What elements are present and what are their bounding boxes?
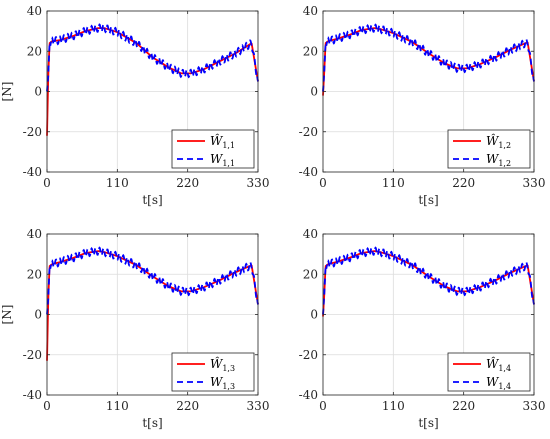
y-tick-label: 20 bbox=[27, 267, 42, 281]
x-axis-label: t[s] bbox=[142, 416, 162, 430]
x-axis-label: t[s] bbox=[418, 193, 438, 207]
legend-label: W1,2 bbox=[486, 152, 511, 168]
x-axis-label: t[s] bbox=[142, 193, 162, 207]
y-tick-label: 40 bbox=[27, 4, 42, 18]
y-tick-label: -40 bbox=[23, 388, 42, 402]
legend-box bbox=[447, 129, 531, 169]
legend: Ŵ1,3 W1,3 bbox=[171, 352, 255, 392]
y-tick-label: -20 bbox=[299, 348, 318, 362]
y-tick-label: 20 bbox=[303, 44, 318, 58]
legend-label: W1,4 bbox=[486, 375, 511, 391]
series-line-reference bbox=[322, 23, 535, 92]
y-tick-label: 0 bbox=[310, 308, 318, 322]
legend: Ŵ1,1 W1,1 bbox=[171, 129, 255, 169]
y-tick-label: -40 bbox=[299, 165, 318, 179]
legend-box bbox=[447, 352, 531, 392]
y-tick-label: 40 bbox=[303, 227, 318, 241]
y-tick-label: 40 bbox=[27, 227, 42, 241]
legend-label: Ŵ1,1 bbox=[210, 133, 235, 150]
legend-label: W1,1 bbox=[210, 152, 235, 168]
legend-box bbox=[171, 352, 255, 392]
subplot-1: 0 110 220 330 -40 -20 0 20 40 t[s] [N] Ŵ1,1 W1,1 bbox=[0, 4, 269, 207]
y-tick-label: 0 bbox=[310, 85, 318, 99]
series-line-reference bbox=[46, 23, 259, 92]
subplot-4: 0 110 220 330 -40 -20 0 20 40 t[s] Ŵ1,4 W1,4 bbox=[299, 227, 546, 430]
x-tick-label: 220 bbox=[452, 399, 475, 413]
y-tick-label: 20 bbox=[303, 267, 318, 281]
y-tick-label: -20 bbox=[23, 348, 42, 362]
x-tick-label: 220 bbox=[176, 399, 199, 413]
y-axis-label: [N] bbox=[0, 82, 14, 102]
x-tick-label: 110 bbox=[382, 176, 405, 190]
legend: Ŵ1,4 W1,4 bbox=[447, 352, 531, 392]
x-tick-label: 220 bbox=[452, 176, 475, 190]
legend-label: Ŵ1,3 bbox=[210, 356, 235, 373]
y-axis-label: [N] bbox=[0, 305, 14, 325]
x-tick-label: 330 bbox=[523, 176, 546, 190]
x-tick-label: 110 bbox=[106, 176, 129, 190]
series-line-reference bbox=[46, 246, 259, 315]
x-axis-label: t[s] bbox=[418, 416, 438, 430]
x-tick-label: 330 bbox=[247, 176, 270, 190]
x-tick-label: 0 bbox=[43, 176, 51, 190]
y-tick-label: -20 bbox=[23, 125, 42, 139]
legend-box bbox=[171, 129, 255, 169]
x-tick-label: 110 bbox=[106, 399, 129, 413]
y-tick-label: -40 bbox=[23, 165, 42, 179]
x-tick-label: 0 bbox=[319, 176, 327, 190]
y-tick-label: 20 bbox=[27, 44, 42, 58]
y-tick-label: 0 bbox=[34, 85, 42, 99]
y-tick-label: 40 bbox=[303, 4, 318, 18]
legend-label: W1,3 bbox=[210, 375, 235, 391]
x-tick-label: 110 bbox=[382, 399, 405, 413]
subplot-2: 0 110 220 330 -40 -20 0 20 40 t[s] Ŵ1,2 W1,2 bbox=[299, 4, 546, 207]
y-tick-label: -20 bbox=[299, 125, 318, 139]
series-line-reference bbox=[322, 246, 535, 315]
x-tick-label: 0 bbox=[319, 399, 327, 413]
legend-label: Ŵ1,4 bbox=[486, 356, 511, 373]
x-tick-label: 330 bbox=[523, 399, 546, 413]
x-tick-label: 330 bbox=[247, 399, 270, 413]
y-tick-label: -40 bbox=[299, 388, 318, 402]
x-tick-label: 220 bbox=[176, 176, 199, 190]
legend: Ŵ1,2 W1,2 bbox=[447, 129, 531, 169]
x-tick-label: 0 bbox=[43, 399, 51, 413]
legend-label: Ŵ1,2 bbox=[486, 133, 511, 150]
y-tick-label: 0 bbox=[34, 308, 42, 322]
subplot-3: 0 110 220 330 -40 -20 0 20 40 t[s] [N] Ŵ1,3 W1,3 bbox=[0, 227, 269, 430]
